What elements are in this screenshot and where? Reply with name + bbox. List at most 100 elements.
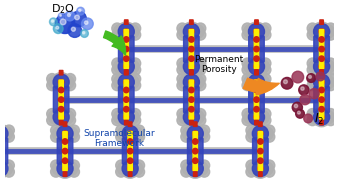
Circle shape [65,108,76,119]
Circle shape [71,11,86,27]
Circle shape [312,108,331,127]
Circle shape [177,80,187,91]
Circle shape [121,159,140,178]
Circle shape [177,115,187,126]
Circle shape [309,25,323,39]
Circle shape [247,22,266,41]
Circle shape [255,60,269,74]
Circle shape [182,57,201,76]
Circle shape [188,56,194,61]
Circle shape [242,115,253,126]
Circle shape [62,139,68,144]
Circle shape [112,58,122,69]
Circle shape [112,64,122,75]
FancyBboxPatch shape [320,70,323,75]
Circle shape [64,162,78,176]
Circle shape [114,60,127,74]
Circle shape [69,160,79,171]
Circle shape [62,131,68,136]
Circle shape [130,58,141,69]
Circle shape [300,94,310,105]
Circle shape [51,125,61,136]
Circle shape [188,97,194,102]
Circle shape [244,75,258,89]
Circle shape [186,159,205,178]
Circle shape [319,64,324,69]
Circle shape [304,114,313,123]
Circle shape [60,110,74,124]
Circle shape [4,132,14,142]
Circle shape [307,115,318,126]
Circle shape [84,21,88,24]
Circle shape [0,162,1,176]
Circle shape [199,132,210,142]
Circle shape [182,22,201,41]
Circle shape [188,87,194,93]
Circle shape [4,167,14,177]
Circle shape [62,158,68,163]
Circle shape [117,72,136,92]
FancyBboxPatch shape [124,120,128,125]
Circle shape [118,109,134,125]
Circle shape [118,74,134,90]
FancyBboxPatch shape [320,70,323,74]
Circle shape [125,60,139,74]
Circle shape [69,125,79,136]
Circle shape [177,74,187,84]
Circle shape [260,74,271,84]
Circle shape [309,89,319,99]
Circle shape [325,64,336,75]
Circle shape [258,131,263,136]
FancyBboxPatch shape [319,80,324,119]
Circle shape [47,80,57,91]
Circle shape [194,127,208,141]
Circle shape [127,158,133,163]
Circle shape [195,58,206,69]
Circle shape [190,110,204,124]
FancyBboxPatch shape [122,138,138,164]
Circle shape [53,24,63,33]
FancyBboxPatch shape [255,70,258,75]
Circle shape [319,114,324,120]
Circle shape [292,71,304,83]
Circle shape [297,111,300,114]
Circle shape [47,108,57,119]
Circle shape [319,46,324,52]
Circle shape [242,108,253,119]
Circle shape [195,74,206,84]
Circle shape [325,58,336,69]
Circle shape [260,80,271,91]
Circle shape [248,24,264,40]
Circle shape [195,80,206,91]
Circle shape [123,56,129,61]
Circle shape [0,161,8,177]
Circle shape [125,75,139,89]
Circle shape [112,108,122,119]
Circle shape [51,132,61,142]
Circle shape [134,167,144,177]
Circle shape [193,166,198,171]
Circle shape [182,72,201,92]
Circle shape [309,110,323,124]
Circle shape [48,75,62,89]
Circle shape [258,158,263,163]
Circle shape [314,24,330,40]
Circle shape [195,115,206,126]
Circle shape [118,59,134,75]
Circle shape [254,46,259,52]
Circle shape [124,79,129,85]
FancyBboxPatch shape [128,132,132,171]
Circle shape [0,158,3,163]
Circle shape [199,125,210,136]
Circle shape [177,64,187,75]
Circle shape [292,102,302,112]
Circle shape [254,64,259,69]
Circle shape [52,72,71,92]
FancyBboxPatch shape [320,120,323,125]
Circle shape [112,23,122,34]
Text: Supramolecular
Framework: Supramolecular Framework [84,129,155,148]
FancyBboxPatch shape [187,138,203,164]
Circle shape [254,79,259,85]
FancyBboxPatch shape [124,20,128,24]
Circle shape [307,23,318,34]
